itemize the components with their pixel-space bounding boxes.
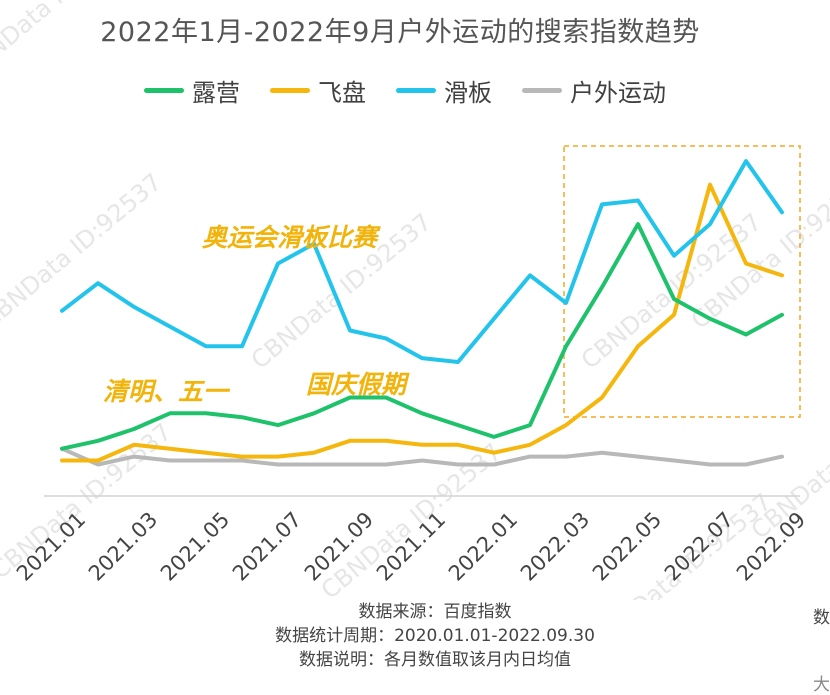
highlight-box: [563, 145, 801, 418]
legend-label: 露营: [192, 79, 240, 107]
footnotes: 数据来源：百度指数 数据统计周期：2020.01.01-2022.09.30 数…: [200, 600, 670, 672]
annotation-label: 奥运会滑板比赛: [202, 223, 381, 252]
cropped-text-bottom: 大: [813, 675, 830, 695]
legend-swatch: [144, 88, 184, 93]
legend-swatch: [522, 88, 562, 93]
chart-title: 2022年1月-2022年9月户外运动的搜索指数趋势: [100, 17, 700, 48]
note-period: 数据统计周期：2020.01.01-2022.09.30: [275, 626, 595, 646]
legend: 露营 飞盘 滑板 户外运动: [0, 73, 810, 108]
legend-item: 户外运动: [522, 73, 666, 108]
legend-item: 滑板: [396, 73, 492, 108]
note-explanation: 数据说明：各月数值取该月内日均值: [299, 650, 571, 670]
legend-swatch: [396, 88, 436, 93]
watermark-text: CBNData ID:92537: [0, 0, 147, 85]
x-tick-label: 2021.07: [228, 507, 306, 585]
series-line-飞盘: [60, 182, 784, 463]
legend-label: 滑板: [444, 79, 492, 107]
x-tick-label: 2022.01: [444, 507, 522, 585]
series-line-户外运动: [60, 446, 784, 467]
series-line-露营: [60, 222, 784, 451]
x-tick-label: 2021.03: [84, 507, 162, 585]
legend-label: 飞盘: [318, 79, 366, 107]
annotation-label: 清明、五一: [103, 377, 231, 406]
x-tick-label: 2022.03: [516, 507, 594, 585]
legend-item: 飞盘: [270, 73, 366, 108]
note-source: 数据来源：百度指数: [358, 602, 512, 622]
annotation-label: 国庆假期: [306, 370, 410, 399]
series-line-滑板: [60, 159, 784, 364]
cropped-text-right: 数: [813, 608, 830, 628]
x-tick-label: 2022.05: [588, 507, 666, 585]
legend-swatch: [270, 88, 310, 93]
legend-item: 露营: [144, 73, 240, 108]
legend-label: 户外运动: [570, 79, 666, 107]
x-tick-label: 2021.05: [156, 507, 234, 585]
